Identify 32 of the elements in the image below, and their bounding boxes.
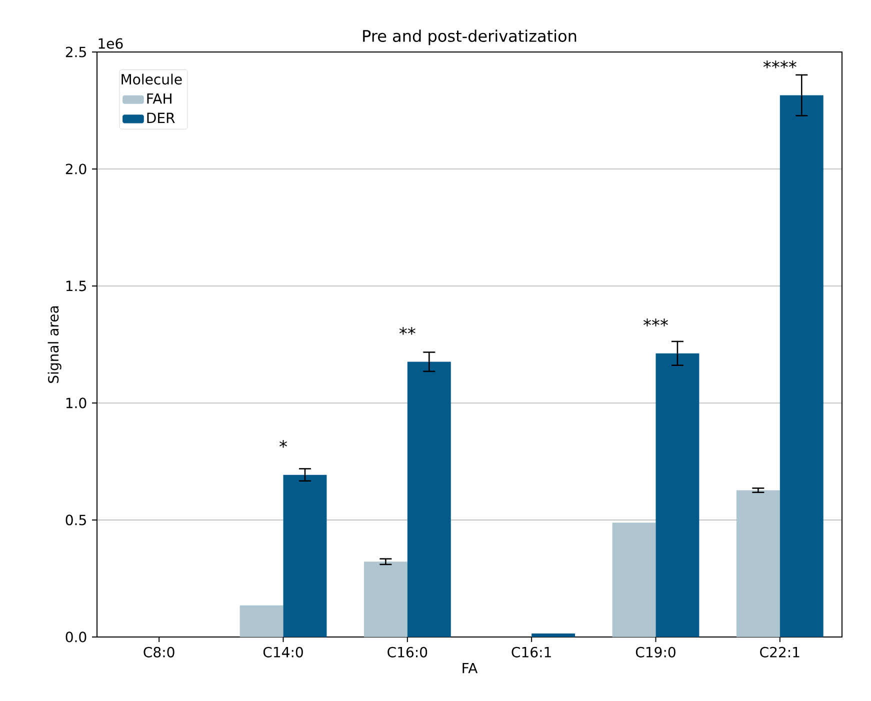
- annotation: ***: [643, 318, 668, 326]
- x-tick-label: C22:1: [760, 646, 800, 658]
- bar: [407, 362, 451, 637]
- bar: [780, 95, 824, 637]
- x-tick-label: C16:0: [388, 646, 428, 658]
- y-axis-title: Signal area: [48, 306, 62, 383]
- bar: [364, 562, 408, 637]
- y-tick-label: 1.0: [66, 398, 86, 408]
- x-tick-label: C16:1: [512, 646, 551, 658]
- legend-label: FAH: [147, 93, 172, 104]
- bar: [656, 353, 700, 637]
- y-tick-label: 1.5: [66, 280, 86, 292]
- x-axis-title: FA: [462, 662, 478, 674]
- y-tick-label: 2.5: [66, 46, 86, 58]
- bar: [612, 522, 656, 637]
- y-tick-label: 2.0: [66, 164, 86, 174]
- bar: [240, 605, 284, 637]
- annotation: **: [399, 326, 416, 335]
- legend-label: DER: [147, 112, 175, 123]
- annotation: ****: [763, 60, 796, 68]
- text: 1e6: [98, 38, 123, 49]
- x-tick-label: C14:0: [263, 646, 303, 658]
- annotation: *: [280, 440, 287, 448]
- x-tick-label: C8:0: [144, 646, 174, 658]
- legend-title: Molecule: [122, 74, 182, 85]
- y-tick-label: 0.0: [66, 632, 86, 642]
- chart-title: Pre and post-derivatization: [363, 30, 576, 46]
- bar: [532, 633, 576, 637]
- y-tick-label: 0.5: [66, 514, 86, 526]
- bar: [736, 490, 780, 637]
- bar: [283, 474, 327, 637]
- x-tick-label: C19:0: [636, 646, 676, 658]
